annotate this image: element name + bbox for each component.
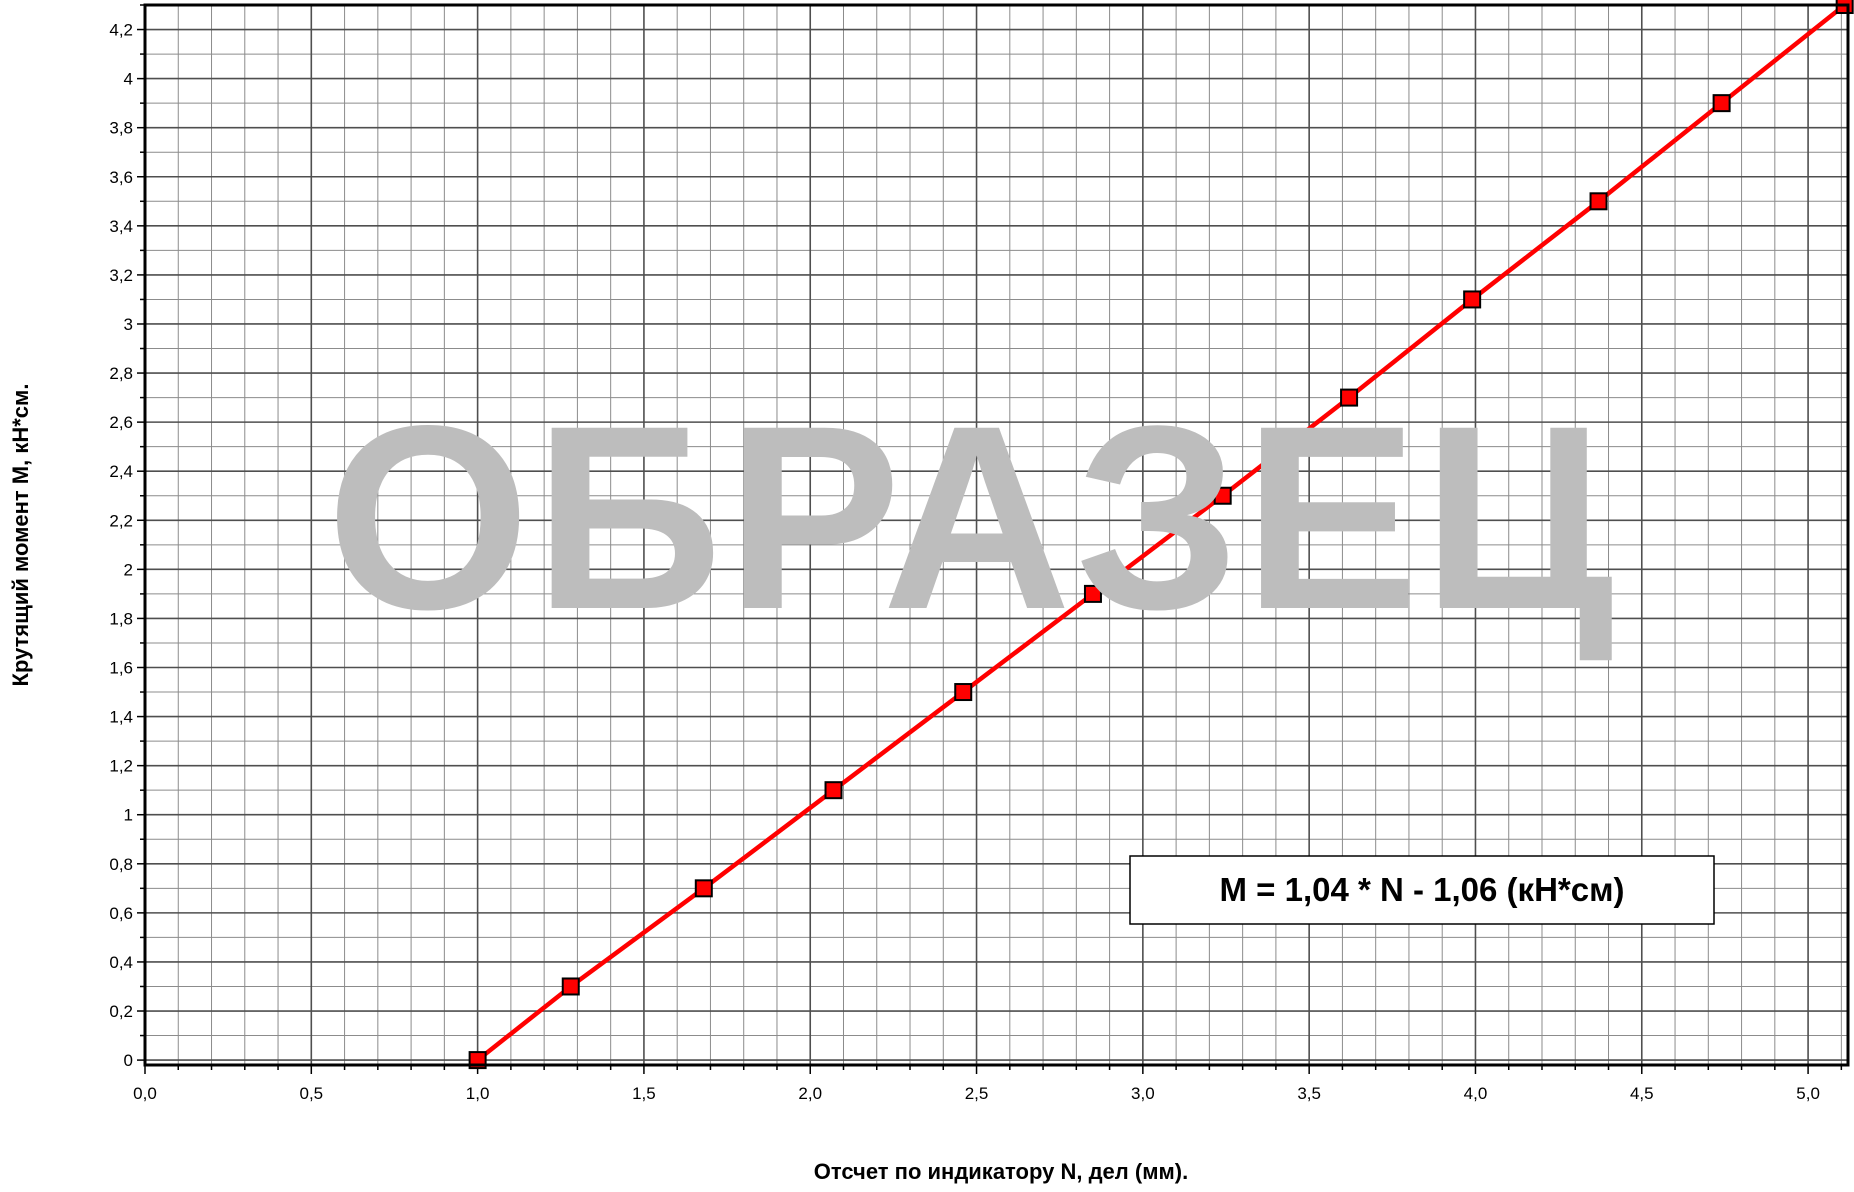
y-axis-title: Крутящий момент M, кН*см. [8, 384, 33, 687]
y-tick-label: 2,2 [109, 511, 133, 530]
y-tick-label: 3 [124, 315, 133, 334]
x-tick-label: 3,5 [1297, 1084, 1321, 1103]
x-tick-label: 4,0 [1464, 1084, 1488, 1103]
y-tick-label: 3,6 [109, 168, 133, 187]
data-point [561, 977, 580, 996]
x-axis-ticks: 0,0 0,5 1,0 1,5 2,0 2,5 3,0 3,5 4,0 4,5 5,0 [133, 1065, 1843, 1103]
y-tick-label: 1 [124, 806, 133, 825]
y-tick-label: 0,4 [109, 953, 133, 972]
y-tick-label: 0 [124, 1051, 133, 1070]
y-tick-label: 1,2 [109, 757, 133, 776]
y-tick-label: 1,4 [109, 708, 133, 727]
y-tick-label: 0,8 [109, 855, 133, 874]
watermark-text: ОБРАЗЕЦ [326, 371, 1617, 664]
equation-label: M = 1,04 * N - 1,06 (кН*см) [1220, 871, 1625, 908]
y-tick-label: 0,2 [109, 1002, 133, 1021]
data-point [1340, 388, 1359, 407]
y-tick-label: 1,6 [109, 659, 133, 678]
x-tick-label: 1,0 [466, 1084, 490, 1103]
x-axis-title: Отсчет по индикатору N, дел (мм). [814, 1159, 1188, 1184]
x-tick-label: 0,0 [133, 1084, 157, 1103]
plot-frame [143, 3, 1850, 1067]
equation-box [1129, 855, 1715, 925]
y-tick-label: 0,6 [109, 904, 133, 923]
y-tick-label: 2,4 [109, 462, 133, 481]
y-tick-label: 2,8 [109, 364, 133, 383]
x-tick-label: 5,0 [1796, 1084, 1820, 1103]
x-tick-label: 0,5 [299, 1084, 323, 1103]
y-tick-label: 3,8 [109, 119, 133, 138]
series-line [476, 3, 1847, 1062]
x-tick-label: 2,5 [965, 1084, 989, 1103]
data-point [1712, 94, 1731, 113]
data-point [694, 879, 713, 898]
y-tick-label: 2,6 [109, 413, 133, 432]
y-tick-label: 4,2 [109, 21, 133, 40]
y-tick-label: 1,8 [109, 609, 133, 628]
data-point [824, 781, 843, 800]
x-tick-label: 4,5 [1630, 1084, 1654, 1103]
data-point [1213, 486, 1232, 505]
y-tick-label: 3,2 [109, 266, 133, 285]
data-point [1463, 290, 1482, 309]
data-point [954, 683, 973, 702]
y-tick-label: 3,4 [109, 217, 133, 236]
data-point [1083, 584, 1102, 603]
data-point [1589, 192, 1608, 211]
y-tick-label: 2 [124, 560, 133, 579]
x-tick-label: 1,5 [632, 1084, 656, 1103]
y-tick-label: 4 [124, 70, 133, 89]
x-tick-label: 2,0 [798, 1084, 822, 1103]
x-tick-label: 3,0 [1131, 1084, 1155, 1103]
